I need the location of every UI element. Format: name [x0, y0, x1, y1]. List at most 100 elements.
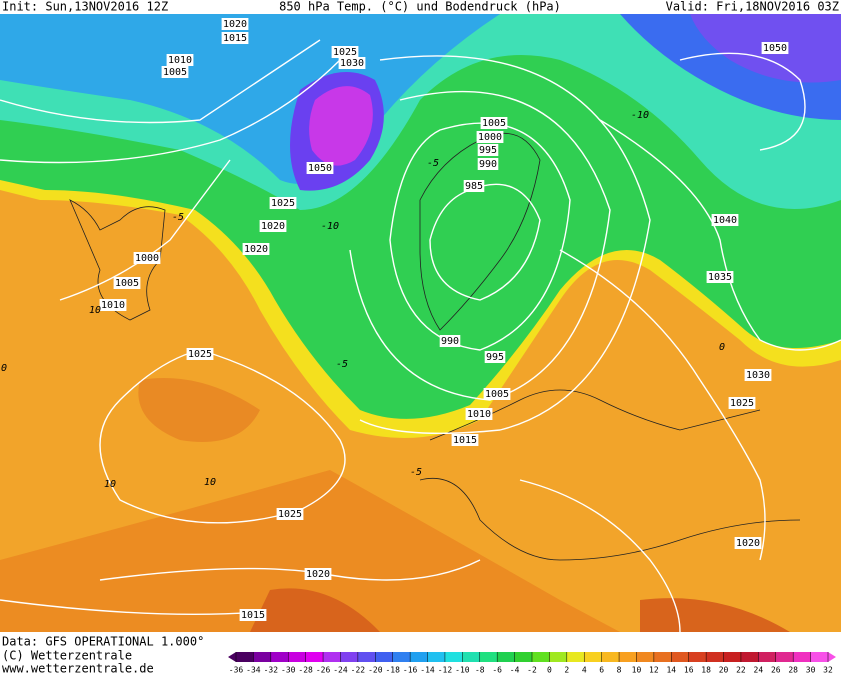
- colorbar-swatch: [549, 652, 568, 662]
- temperature-label: -5: [172, 212, 184, 223]
- pressure-label-box: [728, 397, 756, 409]
- colorbar-swatch: [532, 652, 550, 662]
- pressure-label-box: [734, 537, 762, 549]
- colorbar-label: 2: [564, 666, 569, 675]
- pressure-label-box: [221, 18, 249, 30]
- pressure-label-box: [259, 220, 287, 232]
- pressure-label: 1025: [730, 398, 754, 409]
- footer-copyright: (C) Wetterzentrale: [2, 649, 132, 663]
- pressure-label: 1025: [333, 47, 357, 58]
- pressure-label-box: [269, 197, 297, 209]
- pressure-label: 1000: [135, 253, 159, 264]
- map-labels: 1020101510101005102510301050102510201020…: [1, 18, 789, 621]
- colorbar-label: -18: [385, 666, 400, 675]
- colorbar-swatch: [357, 652, 376, 662]
- colorbar-label: -2: [527, 666, 537, 675]
- pressure-label-box: [480, 117, 508, 129]
- footer-url: www.wetterzentrale.de: [2, 662, 154, 675]
- pressure-label: 1020: [244, 244, 268, 255]
- colorbar-swatch: [810, 652, 829, 662]
- colorbar-label: -14: [420, 666, 435, 675]
- pressure-label: 1005: [115, 278, 139, 289]
- pressure-label-box: [465, 408, 493, 420]
- pressure-label-box: [221, 32, 249, 44]
- colorbar-label: 18: [701, 666, 711, 675]
- pressure-label-box: [744, 369, 772, 381]
- colorbar-swatch: [253, 652, 272, 662]
- colorbar-label: 20: [719, 666, 729, 675]
- temperature-label: -10: [321, 221, 339, 232]
- colorbar-label: 14: [666, 666, 676, 675]
- pressure-label-box: [242, 243, 270, 255]
- colorbar-label: 32: [823, 666, 833, 675]
- colorbar-label: -32: [264, 666, 279, 675]
- pressure-label-box: [451, 434, 479, 446]
- colorbar-swatch: [619, 652, 637, 662]
- temperature-label: 0: [719, 342, 725, 353]
- colorbar-label: -36: [229, 666, 244, 675]
- pressure-label-box: [484, 351, 506, 363]
- colorbar-swatch: [427, 652, 446, 662]
- pressure-label: 1025: [188, 349, 212, 360]
- colorbar-swatch: [723, 652, 742, 662]
- pressure-label-box: [476, 131, 504, 143]
- pressure-label-box: [166, 54, 194, 66]
- pressure-label: 995: [479, 145, 497, 156]
- colorbar-swatch: [793, 652, 812, 662]
- pressure-label-box: [113, 277, 141, 289]
- pressure-label: 985: [465, 181, 483, 192]
- footer-data: Data: GFS OPERATIONAL 1.000°: [2, 635, 204, 649]
- colorbar-swatch: [270, 652, 289, 662]
- colorbar-label: 10: [632, 666, 642, 675]
- pressure-label: 1005: [163, 67, 187, 78]
- colorbar-swatch: [775, 652, 794, 662]
- pressure-label-box: [338, 57, 366, 69]
- pressure-label-box: [306, 162, 334, 174]
- colorbar-swatch: [706, 652, 725, 662]
- colorbar-swatch: [444, 652, 463, 662]
- colorbar-label: 24: [754, 666, 764, 675]
- pressure-label: 1030: [746, 370, 770, 381]
- colorbar-swatch: [340, 652, 359, 662]
- pressure-label: 1015: [453, 435, 477, 446]
- colorbar-label: -6: [492, 666, 502, 675]
- colorbar-swatch: [688, 652, 707, 662]
- pressure-label-box: [483, 388, 511, 400]
- pressure-label-box: [239, 609, 267, 621]
- colorbar-swatch: [323, 652, 341, 662]
- pressure-label: 1020: [306, 569, 330, 580]
- colorbar-label: -24: [333, 666, 348, 675]
- pressure-label: 1020: [736, 538, 760, 549]
- colorbar-label: 0: [547, 666, 552, 675]
- pressure-label: 1025: [271, 198, 295, 209]
- pressure-label: 1050: [308, 163, 332, 174]
- temperature-label: -5: [336, 359, 348, 370]
- colorbar-label: 4: [582, 666, 587, 675]
- pressure-label: 1015: [241, 610, 265, 621]
- pressure-label-box: [477, 158, 499, 170]
- colorbar-label: -20: [368, 666, 383, 675]
- colorbar-swatch: [566, 652, 585, 662]
- colorbar-label: -10: [455, 666, 470, 675]
- pressure-label-box: [161, 66, 189, 78]
- pressure-label-box: [304, 568, 332, 580]
- colorbar-label: -16: [403, 666, 418, 675]
- colorbar-label: -34: [246, 666, 261, 675]
- colorbar-swatch: [410, 652, 429, 662]
- colorbar-swatch: [236, 652, 254, 662]
- temperature-label: 10: [89, 305, 101, 316]
- colorbar-arrow-left: [228, 652, 236, 662]
- colorbar-label: -8: [475, 666, 485, 675]
- pressure-label-box: [276, 508, 304, 520]
- colorbar-swatch: [462, 652, 481, 662]
- pressure-label: 990: [441, 336, 459, 347]
- colorbar-arrow-right: [828, 652, 836, 662]
- colorbar-label: 8: [617, 666, 622, 675]
- colorbar-label: 12: [649, 666, 659, 675]
- pressure-label-box: [706, 271, 734, 283]
- pressure-label-box: [186, 348, 214, 360]
- pressure-label-box: [99, 299, 127, 311]
- colorbar-label: 6: [599, 666, 604, 675]
- colorbar-label: 22: [736, 666, 746, 675]
